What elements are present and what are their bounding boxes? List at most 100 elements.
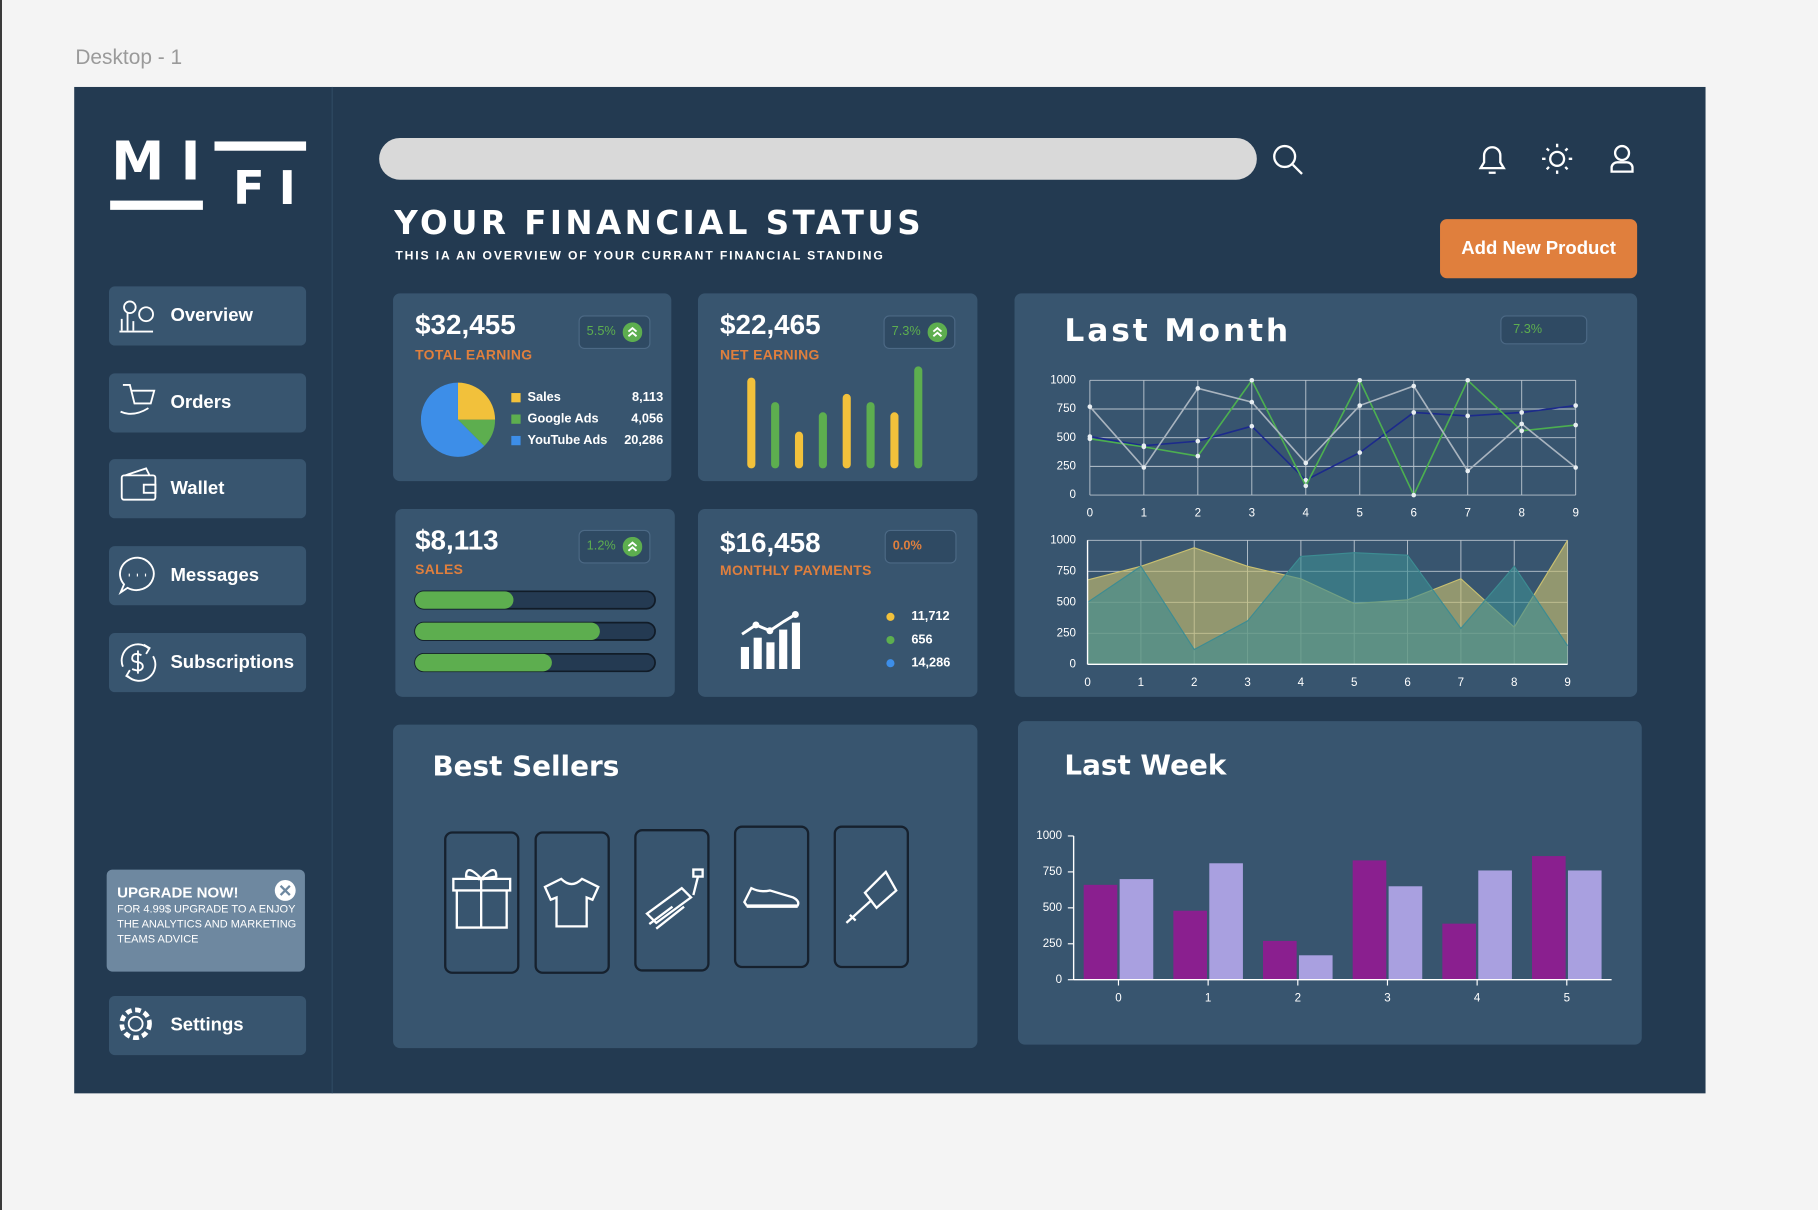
sun-icon[interactable] bbox=[1542, 143, 1573, 174]
point bbox=[1303, 460, 1309, 466]
point bbox=[1087, 404, 1093, 410]
close-icon[interactable] bbox=[279, 884, 291, 896]
user-icon[interactable] bbox=[1613, 144, 1631, 162]
search-bar[interactable] bbox=[379, 137, 1257, 180]
x-tick-label: 4 bbox=[1298, 677, 1305, 689]
nav-label: Wallet bbox=[170, 478, 225, 499]
bar bbox=[1173, 910, 1207, 980]
add-product-button[interactable]: Add New Product bbox=[1440, 219, 1638, 279]
bar bbox=[1442, 923, 1476, 980]
bell-icon[interactable] bbox=[1478, 146, 1506, 174]
product-box[interactable] bbox=[733, 825, 810, 969]
bar bbox=[1352, 860, 1387, 980]
x-tick-label: 8 bbox=[1518, 508, 1524, 520]
logo-bottom: FI bbox=[233, 161, 310, 215]
badge: 5.5% bbox=[578, 315, 651, 349]
bar bbox=[1119, 879, 1154, 980]
overview-icon bbox=[138, 306, 154, 323]
bar bbox=[1298, 955, 1333, 980]
line bbox=[1089, 385, 1577, 473]
upgrade-box[interactable]: UPGRADE NOW! FOR 4.99$ UPGRADE TO A ENJO… bbox=[106, 869, 305, 972]
x-tick-label: 9 bbox=[1572, 508, 1578, 520]
y-tick-label: 750 bbox=[1057, 403, 1076, 415]
search-icon[interactable] bbox=[1273, 144, 1297, 169]
payments-icon-dot bbox=[766, 627, 774, 635]
product-box[interactable] bbox=[534, 831, 610, 974]
upgrade-close[interactable] bbox=[274, 880, 296, 901]
legend-swatch bbox=[511, 393, 521, 403]
nav-label: Settings bbox=[170, 1015, 244, 1036]
settings-icon bbox=[127, 1015, 144, 1032]
x-tick-label: 0 bbox=[1084, 677, 1090, 689]
point bbox=[1249, 399, 1255, 405]
product-box[interactable] bbox=[444, 831, 520, 974]
legend-value: 8,113 bbox=[632, 389, 663, 404]
badge-text: 7.3% bbox=[891, 324, 921, 339]
badge: 7.3% bbox=[1500, 315, 1588, 345]
y-tick-label: 0 bbox=[1070, 658, 1076, 670]
badge-text: 0.0% bbox=[892, 539, 922, 554]
subscriptions-icon bbox=[120, 643, 157, 682]
x-tick-label: 2 bbox=[1295, 992, 1301, 1004]
nav-messages[interactable]: Messages bbox=[108, 546, 307, 606]
area-line bbox=[1087, 552, 1569, 651]
point bbox=[1303, 483, 1309, 489]
line bbox=[1089, 404, 1576, 482]
bar bbox=[1388, 886, 1423, 980]
point bbox=[1087, 436, 1093, 442]
sun-icon[interactable] bbox=[1549, 150, 1566, 167]
up-icon bbox=[927, 322, 948, 343]
product-box[interactable] bbox=[634, 828, 710, 972]
canvas-label: Desktop - 1 bbox=[75, 45, 183, 69]
point bbox=[1465, 413, 1471, 419]
card-net-earning: $22,465 NET EARNING 7.3% bbox=[697, 293, 978, 482]
path bbox=[627, 326, 638, 337]
up-icon bbox=[622, 536, 643, 557]
pie-slice bbox=[457, 419, 496, 446]
legend-dot bbox=[886, 635, 895, 645]
point bbox=[1249, 423, 1255, 429]
nav-overview[interactable]: Overview bbox=[108, 286, 307, 346]
point bbox=[1141, 444, 1147, 450]
legend-value: 14,286 bbox=[911, 655, 950, 670]
nav-label: Messages bbox=[170, 565, 260, 586]
progress-fill bbox=[415, 653, 552, 672]
y-tick-label: 1000 bbox=[1050, 534, 1076, 546]
point bbox=[1465, 468, 1471, 474]
x-tick-label: 1 bbox=[1141, 508, 1147, 520]
payments-icon bbox=[740, 611, 801, 669]
page-title: YOUR FINANCIAL STATUS bbox=[394, 204, 925, 243]
logo-bar bbox=[214, 141, 307, 151]
nav-orders[interactable]: Orders bbox=[108, 373, 307, 433]
user-icon[interactable] bbox=[1610, 161, 1634, 173]
gift-icon bbox=[452, 869, 512, 929]
overview-icon bbox=[119, 313, 154, 333]
bar bbox=[818, 412, 827, 469]
card-title: Best Sellers bbox=[432, 750, 620, 783]
badge-text: 5.5% bbox=[586, 324, 616, 339]
legend-value: 4,056 bbox=[631, 411, 663, 426]
overview-icon bbox=[123, 300, 137, 314]
x-tick-label: 3 bbox=[1244, 677, 1250, 689]
product-box[interactable] bbox=[833, 825, 910, 969]
legend-swatch bbox=[511, 435, 521, 446]
x-tick-label: 6 bbox=[1404, 677, 1410, 689]
point bbox=[1195, 453, 1201, 459]
x-tick-label: 6 bbox=[1411, 508, 1417, 520]
legend-label: YouTube Ads bbox=[528, 432, 608, 447]
point bbox=[1573, 465, 1578, 470]
search-icon[interactable] bbox=[1291, 163, 1303, 175]
point bbox=[1573, 422, 1578, 428]
card-label: NET EARNING bbox=[720, 346, 820, 363]
search-icon[interactable] bbox=[1273, 144, 1303, 175]
y-tick-label: 750 bbox=[1057, 565, 1076, 577]
x-tick-label: 3 bbox=[1249, 508, 1255, 520]
point bbox=[1195, 386, 1201, 391]
bar bbox=[1083, 884, 1118, 980]
point bbox=[1465, 377, 1471, 383]
bar bbox=[842, 393, 851, 469]
legend-value: 11,712 bbox=[911, 608, 949, 623]
legend-value: 20,286 bbox=[624, 432, 663, 447]
